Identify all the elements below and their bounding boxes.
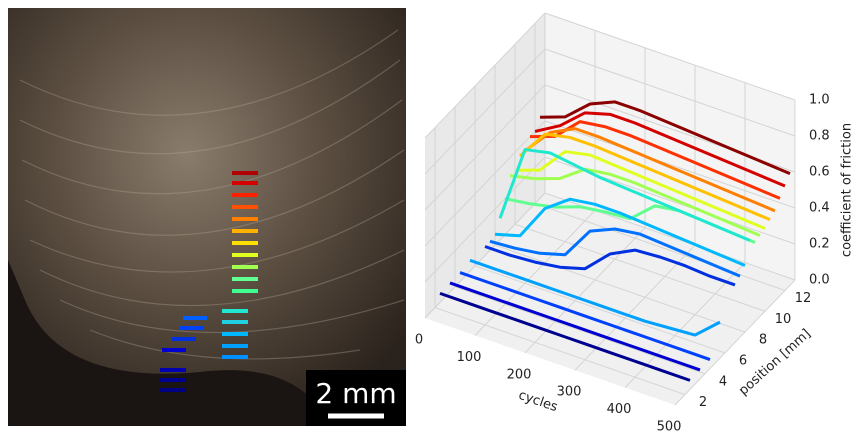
- photo: 2 mm: [8, 8, 406, 426]
- y-tick-label: 8: [759, 333, 767, 348]
- z-tick-label: 0.6: [809, 165, 830, 180]
- x-tick-label: 300: [557, 385, 582, 400]
- x-tick-label: 500: [657, 420, 682, 434]
- y-tick-label: 12: [795, 291, 812, 306]
- y-axis-label: position [mm]: [736, 326, 814, 398]
- z-tick-label: 0.0: [809, 273, 830, 288]
- x-tick-label: 400: [607, 402, 632, 417]
- y-tick-label: 6: [739, 353, 747, 368]
- x-tick-label: 200: [507, 367, 532, 382]
- y-tick-label: 4: [719, 374, 727, 389]
- x-axis-label: cycles: [516, 388, 559, 415]
- y-tick-label: 10: [775, 312, 792, 327]
- x-tick-label: 0: [415, 333, 423, 348]
- scale-bar-label: 2 mm: [315, 377, 396, 410]
- z-tick-label: 0.2: [809, 237, 830, 252]
- y-tick-label: 2: [699, 395, 707, 410]
- z-tick-label: 0.4: [809, 201, 830, 216]
- z-tick-label: 0.8: [809, 129, 830, 144]
- z-tick-label: 1.0: [809, 93, 830, 108]
- z-axis-label: coefficient of friction: [840, 123, 855, 257]
- figure: 2 mm 0 100 200 300 400 500 2468 1012 0.0 0.2 0.4 0.…: [0, 0, 867, 434]
- x-tick-label: 100: [457, 350, 482, 365]
